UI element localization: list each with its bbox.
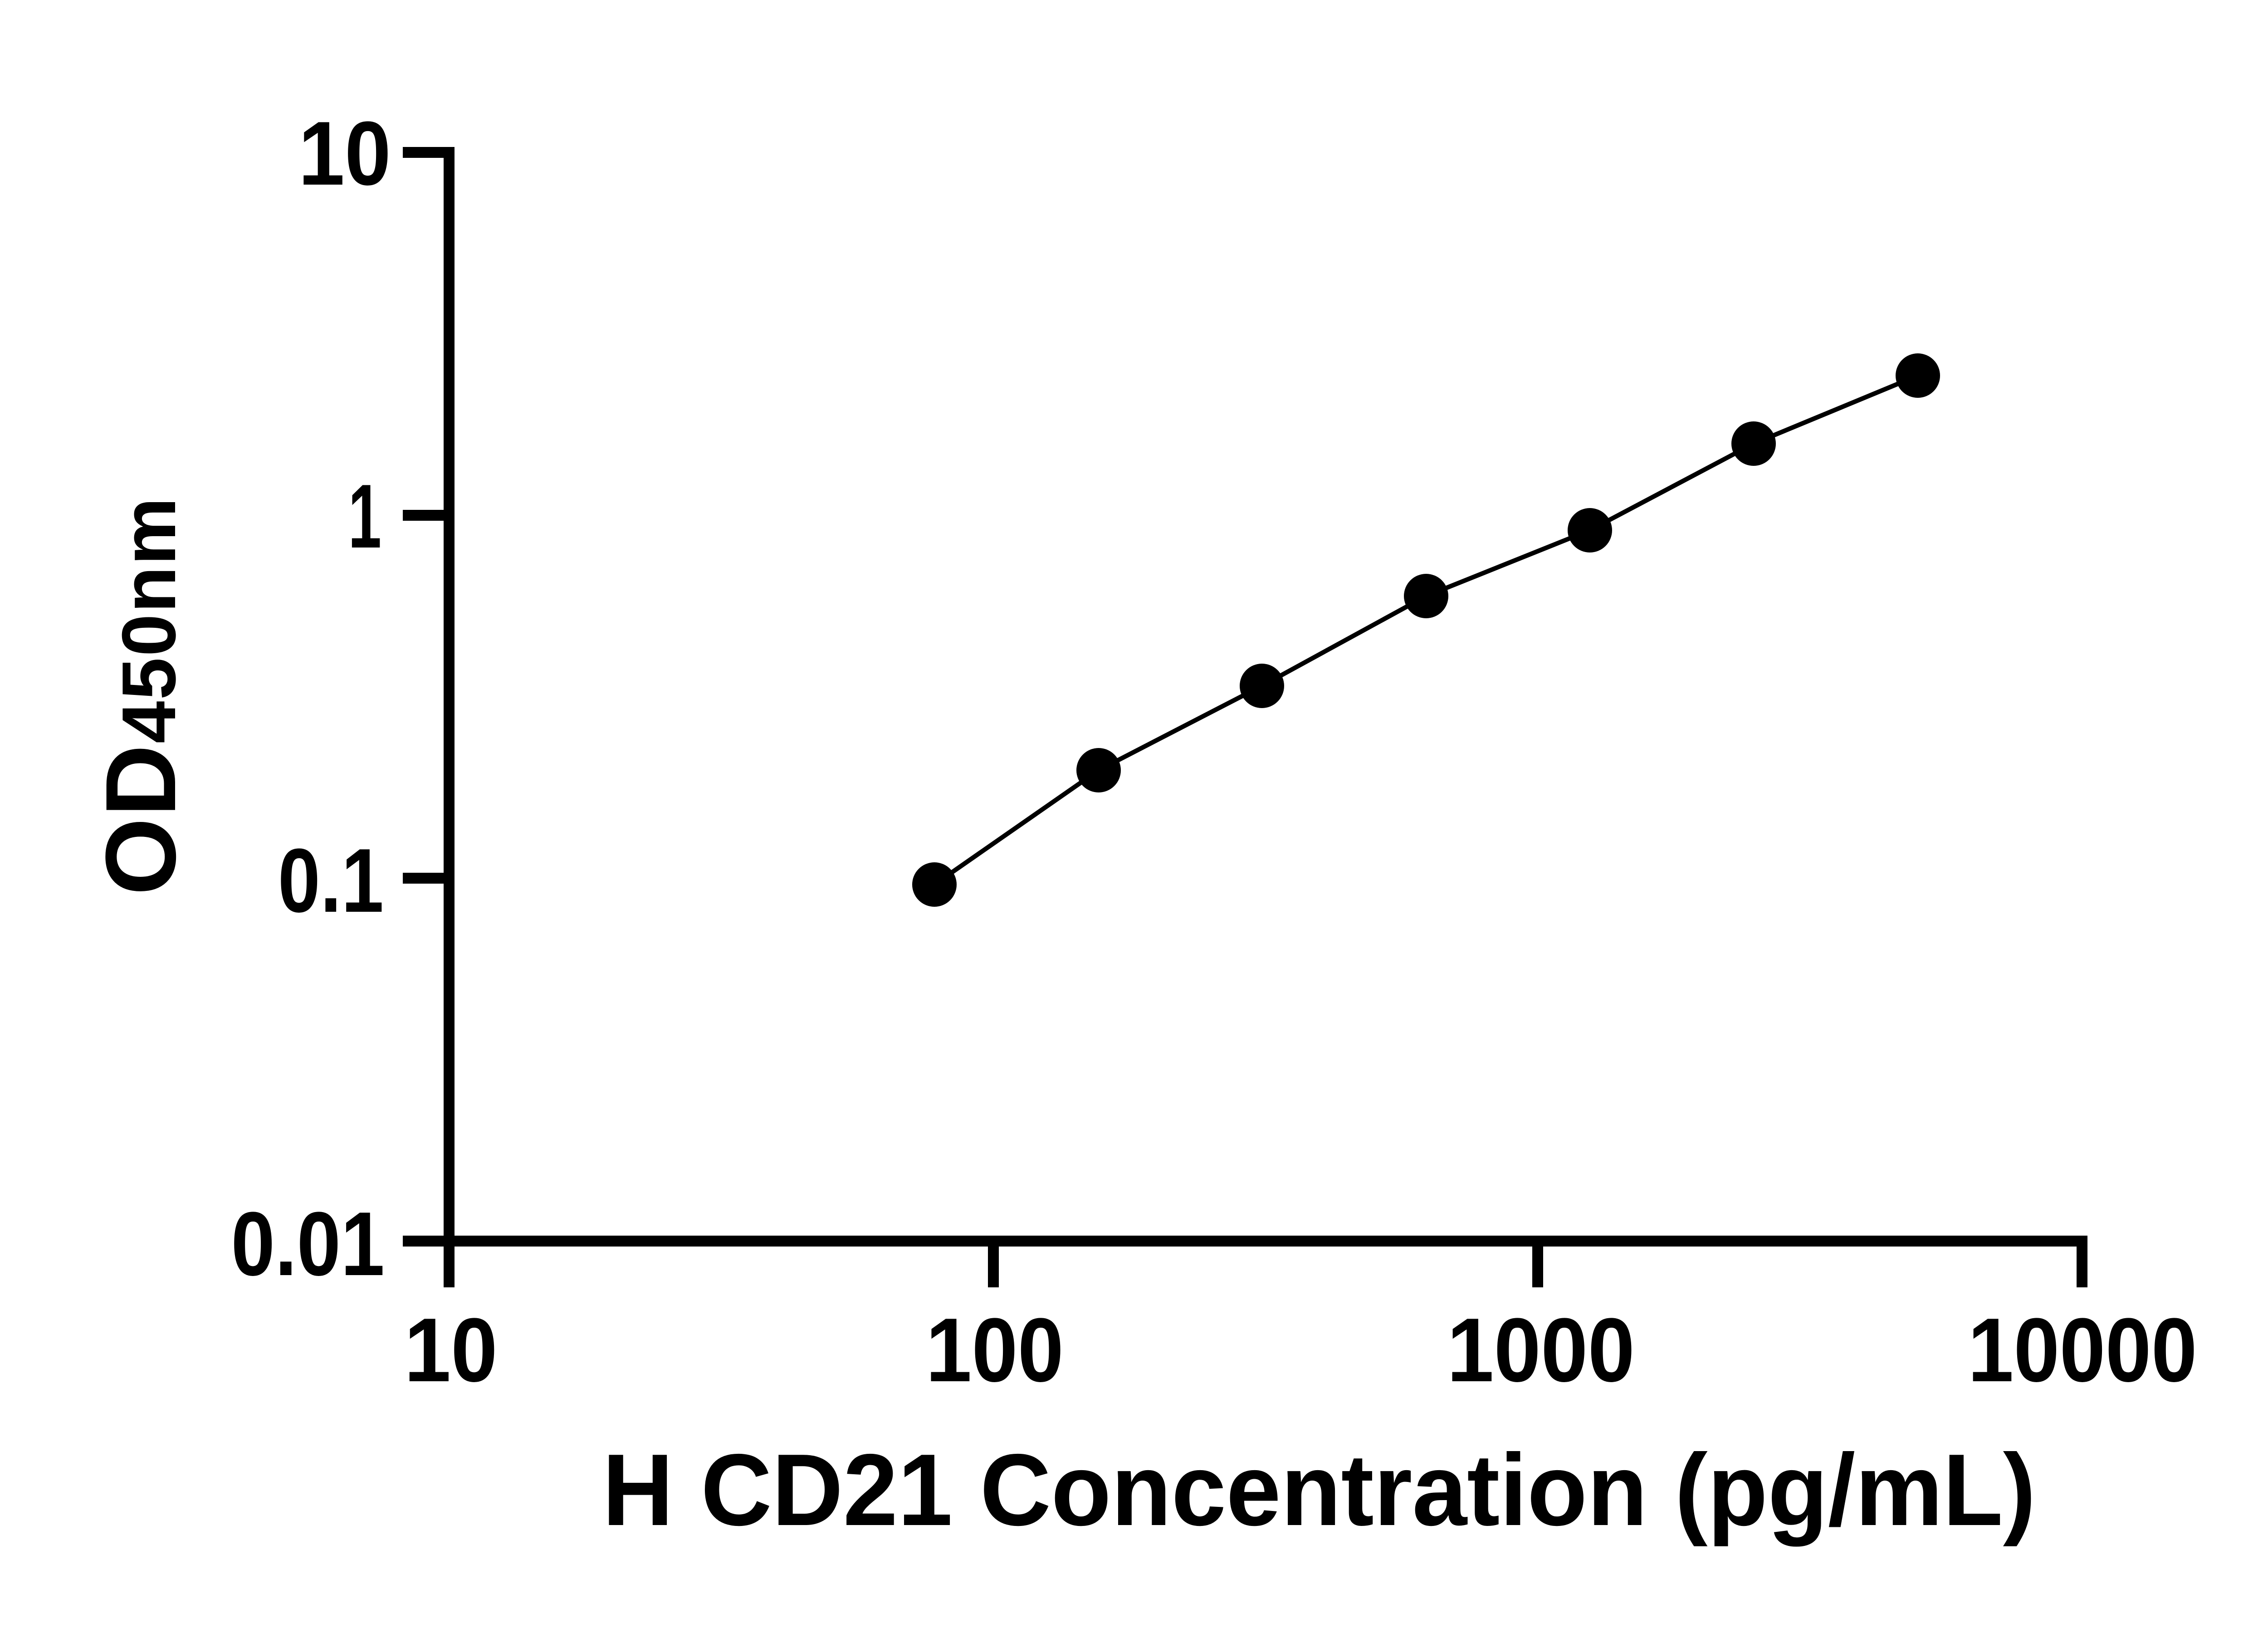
svg-text:100: 100 [926,1299,1064,1401]
svg-text:10: 10 [404,1299,498,1400]
svg-text:OD450nm: OD450nm [85,496,196,895]
svg-text:0.1: 0.1 [278,830,384,931]
svg-text:10000: 10000 [1968,1300,2197,1401]
svg-text:H CD21 Concentration (pg/mL): H CD21 Concentration (pg/mL) [602,1433,2036,1546]
svg-text:10: 10 [298,103,391,204]
svg-text:1000: 1000 [1447,1299,1635,1401]
svg-text:0.01: 0.01 [231,1193,385,1295]
svg-text:1: 1 [348,465,381,567]
